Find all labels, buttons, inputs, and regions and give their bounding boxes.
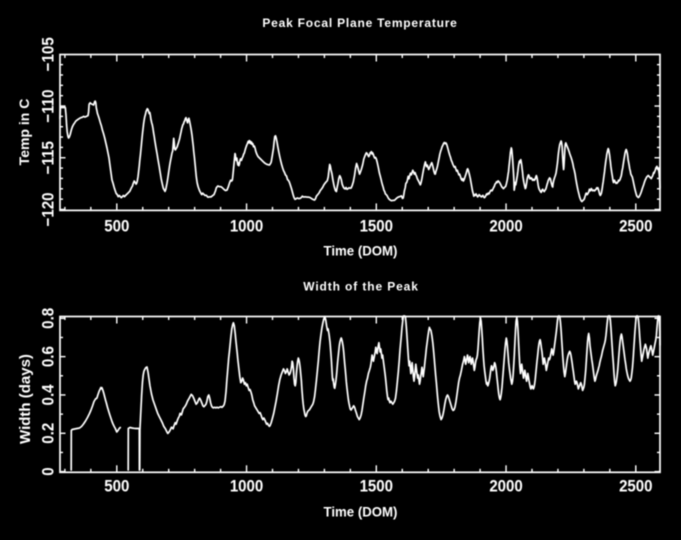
svg-text:Temp in C: Temp in C [16,99,32,166]
svg-text:1000: 1000 [230,477,264,496]
svg-text:2500: 2500 [619,217,653,236]
svg-text:1000: 1000 [230,217,264,236]
svg-text:500: 500 [104,217,129,236]
svg-text:0.2: 0.2 [39,423,58,444]
svg-text:0.6: 0.6 [39,346,58,367]
svg-text:0.8: 0.8 [39,308,58,329]
svg-text:−110: −110 [39,89,58,122]
svg-text:Time (DOM): Time (DOM) [324,504,398,519]
svg-text:Peak Focal Plane Temperature: Peak Focal Plane Temperature [262,16,457,30]
svg-text:2000: 2000 [489,477,523,496]
svg-text:−120: −120 [39,192,58,226]
svg-text:0.4: 0.4 [39,384,58,405]
svg-text:Width of the Peak: Width of the Peak [303,280,419,294]
svg-text:−115: −115 [39,141,58,174]
svg-text:500: 500 [104,477,129,496]
svg-text:Width (days): Width (days) [17,354,34,444]
svg-text:Time (DOM): Time (DOM) [324,243,398,258]
svg-text:0: 0 [39,467,58,475]
svg-text:2000: 2000 [489,217,523,236]
svg-text:−105: −105 [39,37,58,71]
svg-text:2500: 2500 [619,477,653,496]
svg-text:1500: 1500 [360,217,394,236]
svg-text:1500: 1500 [360,477,394,496]
